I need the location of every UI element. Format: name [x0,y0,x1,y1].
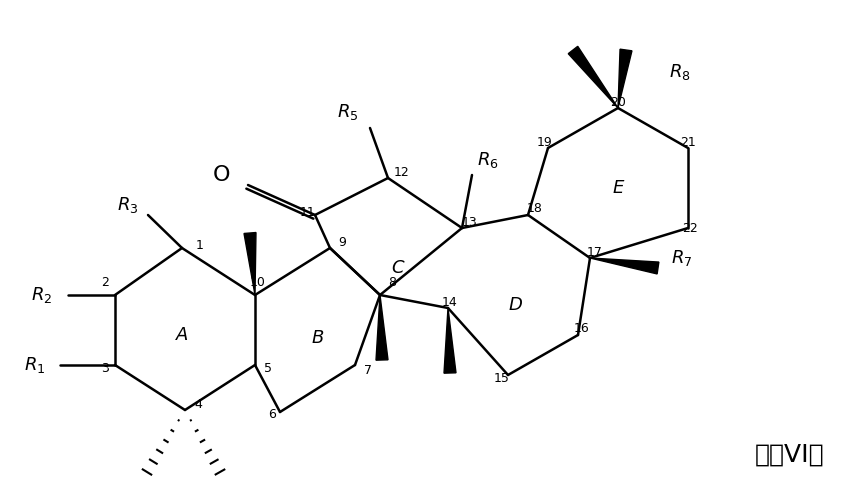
Text: 9: 9 [338,235,346,248]
Text: $R_7$: $R_7$ [671,248,693,268]
Text: 22: 22 [682,221,698,234]
Text: 19: 19 [537,135,553,148]
Text: 21: 21 [680,135,695,148]
Text: 4: 4 [194,398,202,411]
Text: D: D [508,296,522,314]
Text: B: B [311,329,324,347]
Text: 7: 7 [364,364,372,376]
Text: 2: 2 [101,276,109,289]
Polygon shape [590,258,659,274]
Text: $R_8$: $R_8$ [670,62,691,82]
Text: 20: 20 [610,96,626,109]
Text: 13: 13 [462,215,477,228]
Text: 14: 14 [442,296,458,309]
Polygon shape [568,46,618,108]
Text: $R_1$: $R_1$ [24,355,46,375]
Text: 式（VI）: 式（VI） [755,443,825,467]
Polygon shape [376,295,388,360]
Text: $R_6$: $R_6$ [477,150,499,170]
Text: C: C [392,259,404,277]
Polygon shape [244,232,256,295]
Text: 10: 10 [250,276,266,289]
Polygon shape [618,49,632,108]
Text: 11: 11 [300,205,316,218]
Text: 1: 1 [196,238,204,252]
Text: 16: 16 [574,322,590,335]
Text: $R_3$: $R_3$ [118,195,138,215]
Text: 6: 6 [268,408,276,421]
Text: A: A [176,326,189,344]
Text: 8: 8 [388,276,396,289]
Text: 12: 12 [394,165,410,178]
Text: E: E [612,179,624,197]
Text: 3: 3 [101,362,109,375]
Text: 15: 15 [494,372,510,384]
Text: $R_5$: $R_5$ [337,102,359,122]
Text: 5: 5 [264,362,272,375]
Text: 18: 18 [527,201,543,214]
Text: 17: 17 [587,245,603,259]
Text: $R_2$: $R_2$ [31,285,53,305]
Text: O: O [214,165,231,185]
Polygon shape [444,308,456,373]
